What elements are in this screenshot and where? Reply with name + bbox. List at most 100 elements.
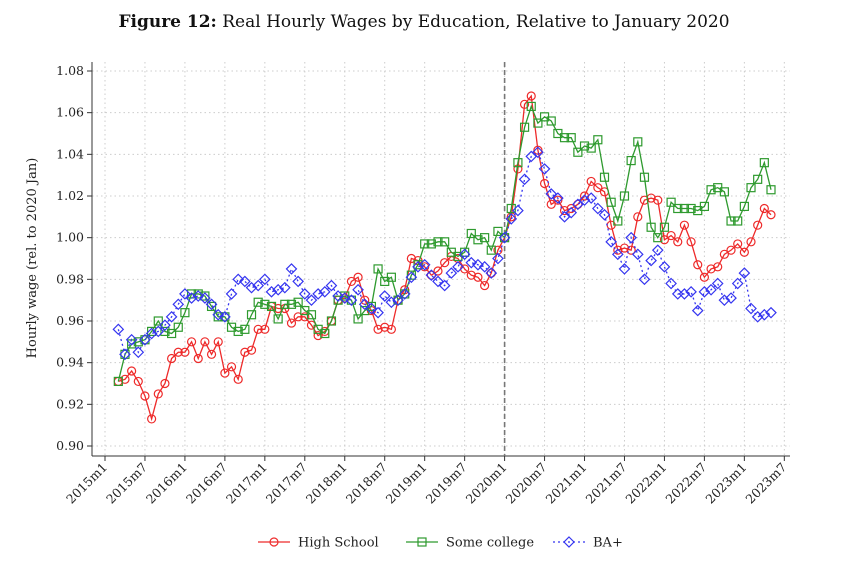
data-point-diamond xyxy=(305,294,318,307)
data-point-square xyxy=(200,291,210,301)
data-point-square xyxy=(533,118,543,128)
data-point-square xyxy=(253,297,263,307)
data-point-diamond xyxy=(745,302,757,315)
data-point-circle xyxy=(633,212,643,222)
data-point-square xyxy=(480,233,490,243)
data-point-circle xyxy=(380,322,390,332)
data-point-diamond xyxy=(591,202,604,215)
data-point-square xyxy=(413,260,423,270)
data-point-square xyxy=(679,203,690,214)
data-point-circle xyxy=(586,176,596,187)
data-point-circle xyxy=(699,272,710,282)
data-point-diamond xyxy=(505,213,518,225)
data-point-diamond xyxy=(665,277,677,290)
data-point-circle xyxy=(480,280,490,291)
data-point-square xyxy=(293,297,303,307)
data-point-square xyxy=(426,239,436,249)
data-point-circle xyxy=(346,276,357,287)
data-point-square xyxy=(320,328,330,339)
data-point-square xyxy=(140,335,150,345)
x-tick-label: 2023m7 xyxy=(742,459,789,506)
data-point-circle xyxy=(426,270,436,280)
data-point-square xyxy=(233,326,243,337)
data-point-square xyxy=(473,235,483,245)
data-point-circle xyxy=(420,262,430,272)
data-point-circle xyxy=(213,337,223,347)
data-point-square xyxy=(666,197,676,207)
data-point-diamond xyxy=(392,294,404,307)
data-point-square xyxy=(326,316,337,326)
data-point-diamond xyxy=(345,294,358,307)
data-point-diamond xyxy=(738,267,751,279)
data-point-square xyxy=(719,187,729,197)
data-point-circle xyxy=(313,330,323,341)
data-point-diamond xyxy=(731,277,744,290)
data-point-diamond xyxy=(598,208,611,221)
data-point-diamond xyxy=(578,194,591,207)
data-point-diamond xyxy=(538,163,551,175)
y-tick-label: 0.94 xyxy=(56,355,84,370)
x-tick-label: 2015m7 xyxy=(103,459,150,506)
x-tick-label: 2019m1 xyxy=(383,460,430,507)
data-point-diamond xyxy=(718,294,731,307)
data-point-circle xyxy=(666,230,676,241)
data-point-circle xyxy=(226,362,237,372)
data-point-circle xyxy=(519,99,530,109)
data-point-diamond xyxy=(545,188,558,200)
data-point-square xyxy=(739,201,749,212)
data-point-diamond xyxy=(472,258,484,271)
data-point-diamond xyxy=(278,281,291,294)
data-point-circle xyxy=(726,245,736,255)
data-point-circle xyxy=(433,266,443,276)
x-tick-label: 2022m7 xyxy=(662,459,709,506)
data-point-diamond xyxy=(418,258,431,271)
data-point-square xyxy=(466,228,476,239)
data-point-circle xyxy=(440,258,450,268)
x-tick-label: 2018m7 xyxy=(343,459,390,506)
data-point-square xyxy=(180,308,190,318)
data-point-diamond xyxy=(225,288,238,300)
data-point-diamond xyxy=(385,296,398,309)
data-point-square xyxy=(559,133,570,143)
data-point-diamond xyxy=(678,288,691,300)
data-point-diamond xyxy=(432,275,444,288)
x-tick-label: 2016m1 xyxy=(143,460,190,507)
data-point-square xyxy=(173,322,183,332)
data-point-square xyxy=(746,183,756,193)
data-point-diamond xyxy=(725,292,737,304)
data-point-circle xyxy=(293,312,303,322)
data-point-diamond xyxy=(232,273,245,286)
data-point-circle xyxy=(147,414,157,424)
data-point-diamond xyxy=(192,290,205,302)
data-point-diamond xyxy=(518,173,531,186)
data-point-diamond xyxy=(438,279,451,292)
data-point-circle xyxy=(473,272,483,282)
data-point-diamond xyxy=(145,327,158,340)
data-point-circle xyxy=(120,374,130,384)
data-point-square xyxy=(673,203,683,214)
data-point-circle xyxy=(300,312,310,322)
data-point-diamond xyxy=(452,260,464,273)
data-point-square xyxy=(726,216,736,226)
data-point-diamond xyxy=(638,273,651,286)
data-point-diamond xyxy=(478,260,491,273)
y-tick-label: 0.98 xyxy=(56,271,84,286)
data-point-diamond xyxy=(425,269,438,282)
data-point-diamond xyxy=(152,325,165,338)
data-point-square xyxy=(167,328,177,339)
data-point-square xyxy=(546,116,556,126)
data-point-diamond xyxy=(239,275,251,288)
x-tick-label: 2022m1 xyxy=(622,460,669,507)
data-point-square xyxy=(400,289,410,299)
y-tick-label: 1.04 xyxy=(56,146,84,161)
data-point-diamond xyxy=(365,302,378,315)
data-point-circle xyxy=(127,366,137,376)
data-point-circle xyxy=(173,347,183,357)
data-point-square xyxy=(599,172,610,182)
data-point-square xyxy=(766,185,776,195)
data-point-square xyxy=(240,324,250,334)
data-point-diamond xyxy=(563,536,575,548)
data-point-square xyxy=(659,222,670,232)
data-point-diamond xyxy=(199,292,211,304)
